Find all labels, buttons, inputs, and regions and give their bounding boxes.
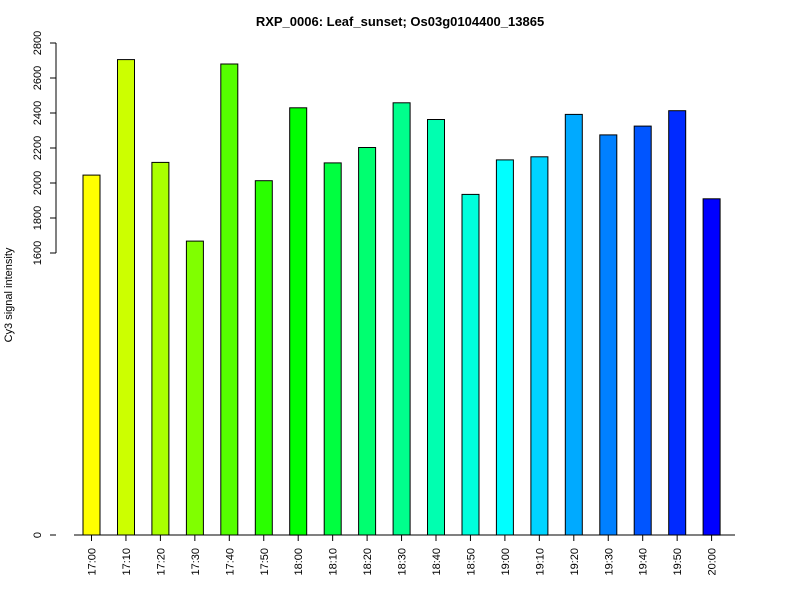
bar-2000 — [702, 198, 721, 536]
bar-1930 — [599, 134, 618, 536]
bar-1840 — [427, 119, 445, 536]
y-tick-label: 0 — [32, 532, 44, 538]
x-tick-label: 17:20 — [155, 548, 167, 576]
x-tick-label: 20:00 — [707, 548, 719, 576]
bar-1800 — [289, 107, 308, 536]
x-tick-label: 19:20 — [569, 548, 581, 576]
x-tick-label: 18:40 — [431, 548, 443, 576]
bar-1950 — [668, 110, 687, 536]
y-tick-label: 2200 — [32, 136, 44, 160]
chart-title: RXP_0006: Leaf_sunset; Os03g0104400_1386… — [256, 14, 544, 29]
bar-1710 — [117, 59, 135, 536]
x-tick-label: 17:40 — [224, 548, 236, 576]
y-tick-label: 1600 — [32, 241, 44, 265]
bar-1920 — [564, 113, 583, 536]
x-tick-label: 17:10 — [121, 548, 133, 576]
x-tick-label: 17:00 — [87, 548, 99, 576]
x-tick-label: 17:30 — [190, 548, 202, 576]
y-tick-label: 1800 — [32, 206, 44, 230]
bar-1820 — [358, 147, 377, 536]
x-tick-label: 18:30 — [397, 548, 409, 576]
bar-1900 — [495, 159, 514, 536]
x-tick-label: 19:50 — [672, 548, 684, 576]
bar-1700 — [82, 174, 101, 536]
x-tick-label: 18:00 — [293, 548, 305, 576]
y-tick-label: 2400 — [32, 101, 44, 125]
x-tick-label: 18:20 — [362, 548, 374, 576]
bar-1850 — [461, 193, 480, 536]
bar-1750 — [254, 180, 273, 536]
y-tick-label: 2000 — [32, 171, 44, 195]
y-tick-label: 2800 — [32, 31, 44, 55]
bar-1730 — [185, 240, 204, 536]
x-tick-label: 19:00 — [500, 548, 512, 576]
y-axis-label: Cy3 signal intensity — [3, 247, 15, 342]
bar-1940 — [633, 125, 652, 536]
y-axis: 0 1600 1800 2000 2200 2400 2600 2800 — [32, 31, 57, 538]
bar-1740 — [220, 63, 239, 536]
bar-1810 — [323, 162, 342, 536]
x-tick-label: 19:10 — [534, 548, 546, 576]
x-axis: 17:00 17:10 17:20 17:30 17:40 17:50 18:00 18:10… — [74, 534, 735, 576]
y-tick-label: 2600 — [32, 66, 44, 90]
x-tick-label: 17:50 — [259, 548, 271, 576]
bar-1720 — [151, 161, 170, 536]
x-tick-label: 19:40 — [638, 548, 650, 576]
x-tick-label: 18:10 — [328, 548, 340, 576]
x-tick-label: 18:50 — [465, 548, 477, 576]
bars-group — [82, 59, 721, 536]
bar-1830 — [392, 102, 411, 536]
bar-1910 — [530, 156, 549, 536]
x-tick-label: 19:30 — [603, 548, 615, 576]
